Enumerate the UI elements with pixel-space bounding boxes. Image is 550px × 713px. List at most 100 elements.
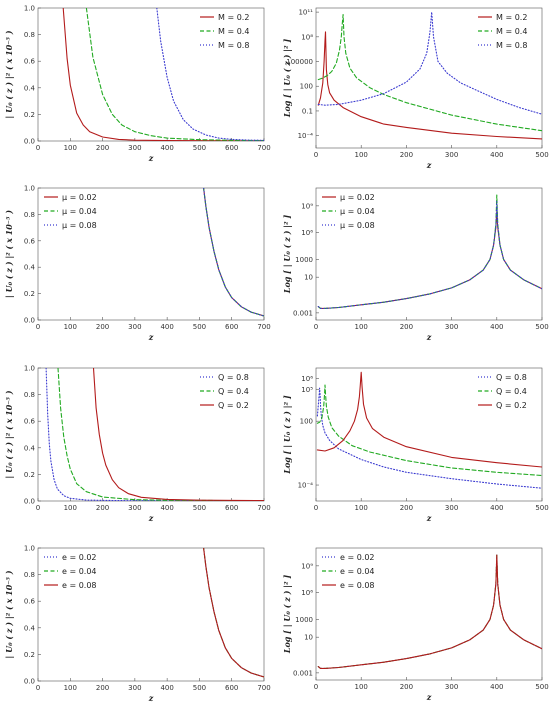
y-tick-label: 1.0 [24,185,35,193]
y-tick-label: 100 [300,418,313,426]
y-tick-label: 0.2 [24,471,35,479]
series-line-3 [317,11,542,115]
x-tick-label: 700 [257,323,270,331]
y-tick-label: 0.1 [302,107,313,115]
x-tick-label: 100 [355,323,368,331]
legend-entry: μ = 0.04 [62,207,97,216]
x-axis-label: z [426,160,432,170]
series-line-2 [317,14,542,132]
y-axis-label: Log [ | U₀ ( z ) |² ] [282,575,292,655]
y-tick-label: 1000 [295,256,313,264]
x-tick-label: 300 [445,504,458,512]
y-tick-label: 0.0 [24,678,35,686]
y-tick-label: 100 [300,83,313,91]
y-tick-label: 0.6 [24,598,36,606]
x-tick-label: 300 [445,323,458,331]
series-line-3 [317,554,542,669]
x-tick-label: 400 [490,323,503,331]
legend-entry: M = 0.8 [218,41,249,50]
legend-entry: e = 0.02 [340,553,375,562]
x-tick-label: 100 [355,504,368,512]
x-tick-label: 700 [257,144,270,152]
y-tick-label: 10¹¹ [298,9,313,17]
y-tick-label: 10⁸ [301,33,313,41]
x-tick-label: 200 [400,323,413,331]
x-axis-label: z [426,513,432,523]
y-tick-label: 0.4 [24,264,36,272]
x-axis-label: z [148,153,154,163]
x-axis-label: z [148,513,154,523]
x-tick-label: 400 [490,683,503,691]
chart-panel-2: 0 100 200 300 400 500 10¹¹ 10⁸ 100000 100 0.1 10⁻⁴ z… [282,7,549,170]
y-tick-label: 0.2 [24,290,35,298]
legend-entry: e = 0.04 [340,567,375,576]
x-tick-label: 100 [64,323,77,331]
legend-entry: e = 0.08 [62,581,97,590]
legend-entry: M = 0.8 [496,41,527,50]
x-tick-label: 500 [193,504,206,512]
legend-entry: Q = 0.8 [496,373,527,382]
y-tick-label: 0.6 [24,418,36,426]
x-tick-label: 400 [160,504,173,512]
x-tick-label: 0 [314,504,318,512]
x-tick-label: 500 [193,144,206,152]
series-line-1 [316,387,542,489]
y-tick-label: 10⁶ [301,589,313,597]
x-tick-label: 400 [490,504,503,512]
series-line-2 [316,384,542,477]
x-tick-label: 200 [96,504,109,512]
y-tick-label: 0.8 [24,31,35,39]
plot-frame [315,7,543,149]
y-tick-label: 10 [304,274,313,282]
legend-entry: μ = 0.08 [62,221,97,230]
x-axis-label: z [426,692,432,702]
x-tick-label: 100 [64,504,77,512]
x-tick-label: 700 [257,684,270,692]
legend-entry: Q = 0.4 [218,387,249,396]
plot-frame [37,187,265,321]
legend-entry: M = 0.2 [218,13,249,22]
y-tick-label: 10⁻⁴ [298,132,314,140]
chart-panel-4: 0 100 200 300 400 500 10⁹ 10⁶ 1000 10 0.001 z Log [ … [282,187,549,342]
y-tick-label: 10⁶ [301,229,313,237]
x-tick-label: 600 [225,684,238,692]
x-tick-label: 400 [160,323,173,331]
x-tick-label: 200 [400,151,413,159]
y-tick-label: 0.0 [24,498,35,506]
series-line-2 [203,548,264,678]
x-tick-label: 200 [400,683,413,691]
x-tick-label: 600 [225,144,238,152]
x-tick-label: 500 [193,684,206,692]
x-tick-label: 500 [535,504,548,512]
x-tick-label: 0 [314,683,318,691]
x-tick-label: 700 [257,504,270,512]
y-tick-label: 0.8 [24,571,35,579]
y-tick-label: 10⁹ [301,202,313,210]
x-tick-label: 400 [160,684,173,692]
x-tick-label: 200 [96,323,109,331]
series-line-3 [92,368,264,501]
x-tick-label: 500 [535,323,548,331]
y-tick-label: 10⁹ [301,562,313,570]
x-tick-label: 0 [36,323,40,331]
plot-frame [315,547,543,681]
y-tick-label: 0.6 [24,237,36,245]
chart-panel-5: 0 100 200 300 400 500 600 700 0.0 0.2 0.4 0.6 0.8 1.0… [4,365,271,524]
x-tick-label: 0 [36,684,40,692]
x-axis-label: z [148,332,154,342]
chart-panel-1: 0 100 200 300 400 500 600 700 0.0 0.2 0.4 0.6 0.8 1.0… [4,5,271,164]
series-line-1 [45,368,264,501]
legend-entry: Q = 0.2 [218,401,249,410]
y-tick-label: 0.001 [293,309,313,317]
plot-frame [315,187,543,321]
chart-panel-8: 0 100 200 300 400 500 10⁹ 10⁶ 1000 10 0.001 z Log [ … [282,547,549,702]
legend-entry: Q = 0.2 [496,401,527,410]
series-line-2 [85,8,264,141]
y-tick-label: 0.4 [24,84,36,92]
y-tick-label: 1.0 [24,545,35,553]
x-tick-label: 0 [36,144,40,152]
y-tick-label: 10⁻⁴ [298,482,314,490]
x-axis-label: z [148,693,154,703]
series-line-3 [156,8,264,141]
